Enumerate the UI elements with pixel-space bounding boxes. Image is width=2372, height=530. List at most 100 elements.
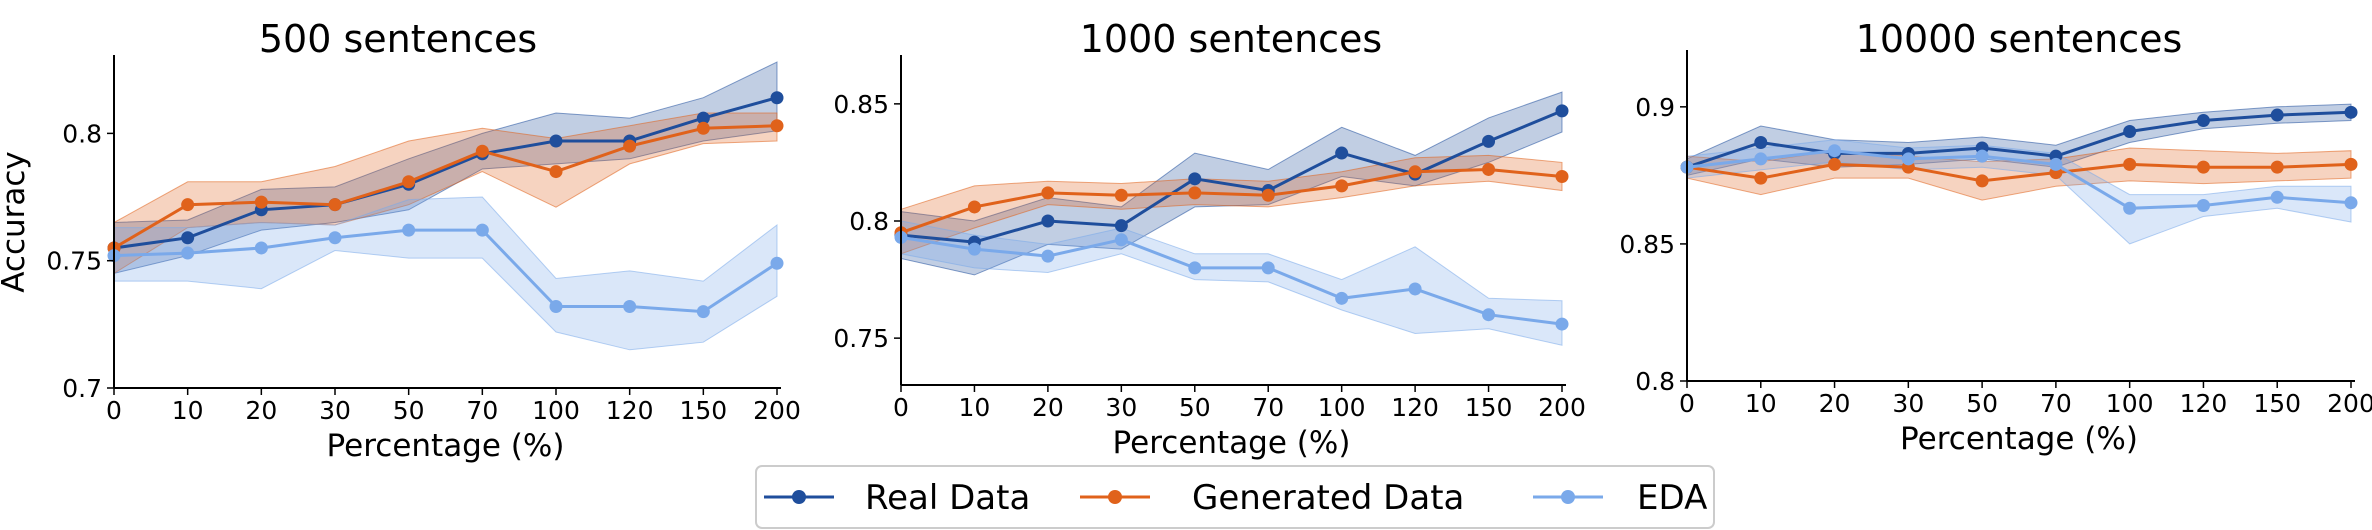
data-point-eda	[2196, 199, 2210, 213]
legend-label-eda: EDA	[1637, 478, 1707, 518]
data-point-real-data	[1754, 135, 1768, 149]
y-tick-label: 0.85	[1619, 230, 1675, 259]
data-point-real-data	[770, 91, 784, 105]
y-tick-label: 0.7	[62, 374, 102, 403]
x-tick-label: 120	[1391, 393, 1439, 422]
data-point-generated-data	[1261, 188, 1275, 202]
data-point-eda	[770, 256, 784, 270]
legend-marker-generated-data	[1108, 490, 1122, 504]
y-tick-label: 0.8	[849, 207, 889, 236]
x-tick-label: 20	[1032, 393, 1064, 422]
data-point-eda	[328, 231, 342, 245]
data-point-generated-data	[1975, 174, 1989, 188]
chart-title: 500 sentences	[259, 17, 537, 61]
x-tick-label: 10	[959, 393, 991, 422]
chart-title: 10000 sentences	[1856, 17, 2183, 61]
confidence-band-eda	[900, 220, 1563, 346]
x-tick-label: 50	[1179, 393, 1211, 422]
data-point-real-data	[2270, 108, 2284, 122]
x-tick-label: 120	[2180, 389, 2228, 418]
data-point-eda	[1482, 308, 1496, 322]
chart-panel-2: 1000 sentences 0 10 20 30 50 70 100 120 150 200 0.7…	[833, 17, 1586, 461]
x-tick-label: 120	[606, 396, 654, 425]
x-tick-label: 150	[1465, 393, 1513, 422]
data-point-eda	[696, 305, 710, 319]
legend-label-real-data: Real Data	[865, 478, 1030, 518]
data-point-real-data	[181, 231, 195, 245]
x-tick-label: 100	[2106, 389, 2154, 418]
x-tick-label: 100	[1318, 393, 1366, 422]
legend-frame	[755, 465, 1715, 529]
chart-panel-1: 500 sentences 0 10 20 30 50 70 100 120 150 200 0.7 0…	[46, 17, 801, 464]
data-point-generated-data	[181, 198, 195, 212]
y-tick-label: 0.8	[1635, 367, 1675, 396]
series-line-generated-data	[900, 167, 1563, 235]
data-point-generated-data	[1828, 157, 1842, 171]
data-point-eda	[549, 300, 563, 314]
confidence-band-generated-data	[900, 154, 1563, 255]
data-point-eda	[1335, 291, 1349, 305]
series-line-generated-data	[1686, 162, 2352, 183]
data-point-eda	[475, 223, 489, 237]
data-point-real-data	[2123, 125, 2137, 139]
data-point-real-data	[1555, 104, 1569, 118]
data-point-generated-data	[1114, 188, 1128, 202]
data-point-eda	[254, 241, 268, 255]
x-tick-label: 0	[1679, 389, 1695, 418]
data-point-eda	[2123, 201, 2137, 215]
y-tick-label: 0.85	[833, 90, 889, 119]
x-tick-label: 30	[1105, 393, 1137, 422]
data-point-eda	[967, 242, 981, 256]
x-tick-label: 10	[172, 396, 204, 425]
data-point-generated-data	[967, 200, 981, 214]
legend-marker-eda	[1561, 490, 1575, 504]
data-point-real-data	[1335, 146, 1349, 160]
x-axis-label: Percentage (%)	[1113, 425, 1351, 461]
legend-marker-real-data	[792, 490, 806, 504]
data-point-eda	[181, 246, 195, 260]
x-tick-label: 20	[1819, 389, 1851, 418]
legend-label-generated-data: Generated Data	[1192, 478, 1464, 518]
data-point-eda	[2344, 196, 2358, 210]
y-tick-label: 0.75	[46, 247, 102, 276]
data-point-generated-data	[2344, 157, 2358, 171]
chart-title: 1000 sentences	[1080, 17, 1382, 61]
x-tick-label: 30	[319, 396, 351, 425]
x-axis-label: Percentage (%)	[1900, 421, 2138, 457]
x-tick-label: 50	[1966, 389, 1998, 418]
data-point-generated-data	[1754, 171, 1768, 185]
x-tick-label: 0	[106, 396, 122, 425]
data-point-generated-data	[1408, 165, 1422, 179]
data-point-real-data	[2196, 114, 2210, 128]
series-line-real-data	[1686, 110, 2352, 169]
y-tick-label: 0.8	[62, 119, 102, 148]
data-point-generated-data	[1188, 186, 1202, 200]
x-tick-label: 10	[1745, 389, 1777, 418]
data-point-eda	[1188, 261, 1202, 275]
series-line-generated-data	[113, 124, 778, 250]
data-point-eda	[2049, 157, 2063, 171]
data-point-eda	[1828, 144, 1842, 158]
confidence-band-eda	[113, 196, 778, 351]
series-line-eda	[1686, 149, 2352, 210]
data-point-real-data	[549, 134, 563, 148]
legend: Real Data Generated Data EDA	[755, 465, 1715, 529]
data-point-eda	[1754, 152, 1768, 166]
x-tick-label: 50	[393, 396, 425, 425]
data-point-generated-data	[2270, 160, 2284, 174]
x-tick-label: 20	[245, 396, 277, 425]
x-tick-label: 0	[893, 393, 909, 422]
x-tick-label: 200	[1538, 393, 1586, 422]
y-axis-label: Accuracy	[0, 151, 32, 293]
data-point-generated-data	[696, 121, 710, 135]
data-point-eda	[1975, 149, 1989, 163]
data-point-eda	[1901, 152, 1915, 166]
data-point-generated-data	[770, 119, 784, 133]
x-tick-label: 200	[753, 396, 801, 425]
series-line-real-data	[113, 96, 778, 250]
x-tick-label: 30	[1892, 389, 1924, 418]
x-tick-label: 70	[2040, 389, 2072, 418]
data-point-real-data	[2344, 105, 2358, 119]
x-tick-label: 70	[466, 396, 498, 425]
